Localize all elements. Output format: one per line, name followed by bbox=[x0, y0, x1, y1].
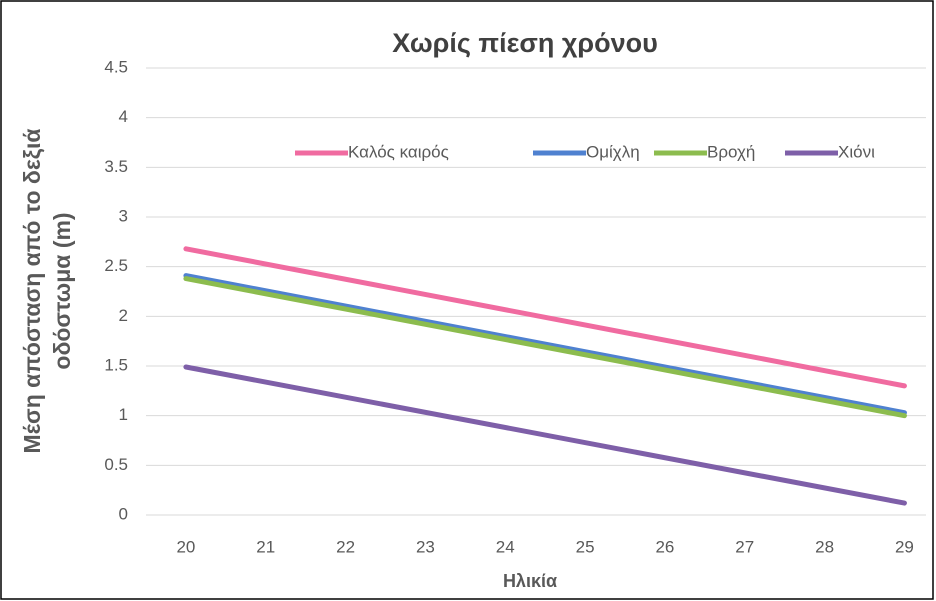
series-line bbox=[183, 273, 907, 416]
series-line bbox=[183, 246, 907, 389]
x-tick-label: 26 bbox=[655, 537, 674, 556]
x-tick-label: 21 bbox=[256, 537, 275, 556]
series-line bbox=[183, 276, 907, 419]
y-tick-label: 3.5 bbox=[104, 157, 128, 176]
legend-label: Χιόνι bbox=[838, 142, 875, 161]
y-tick-label: 1 bbox=[119, 405, 128, 424]
y-tick-label: 4 bbox=[119, 107, 128, 126]
legend-label: Καλός καιρός bbox=[348, 142, 449, 161]
y-tick-label: 2 bbox=[119, 306, 128, 325]
legend-label: Ομίχλη bbox=[586, 142, 640, 161]
x-tick-label: 24 bbox=[496, 537, 515, 556]
y-axis-label: Μέση απόσταση από το δεξιά οδόστωμα (m) bbox=[19, 128, 75, 453]
y-tick-label: 1.5 bbox=[104, 355, 128, 374]
x-tick-label: 20 bbox=[176, 537, 195, 556]
x-tick-label: 22 bbox=[336, 537, 355, 556]
legend-label: Βροχή bbox=[707, 142, 755, 161]
y-axis-label-line: οδόστωμα (m) bbox=[49, 212, 75, 369]
chart-title: Χωρίς πίεση χρόνου bbox=[392, 28, 658, 58]
x-tick-label: 23 bbox=[416, 537, 435, 556]
y-tick-label: 2.5 bbox=[104, 256, 128, 275]
x-tick-label: 28 bbox=[815, 537, 834, 556]
y-tick-label: 3 bbox=[119, 206, 128, 225]
y-tick-label: 0 bbox=[119, 504, 128, 523]
series-line bbox=[183, 364, 907, 506]
y-axis-label-line: Μέση απόσταση από το δεξιά bbox=[19, 128, 45, 453]
x-tick-label: 27 bbox=[735, 537, 754, 556]
x-axis-label: Ηλικία bbox=[503, 571, 557, 591]
x-tick-label: 25 bbox=[576, 537, 595, 556]
y-tick-label: 4.5 bbox=[104, 57, 128, 76]
x-tick-label: 29 bbox=[895, 537, 914, 556]
y-tick-label: 0.5 bbox=[104, 455, 128, 474]
